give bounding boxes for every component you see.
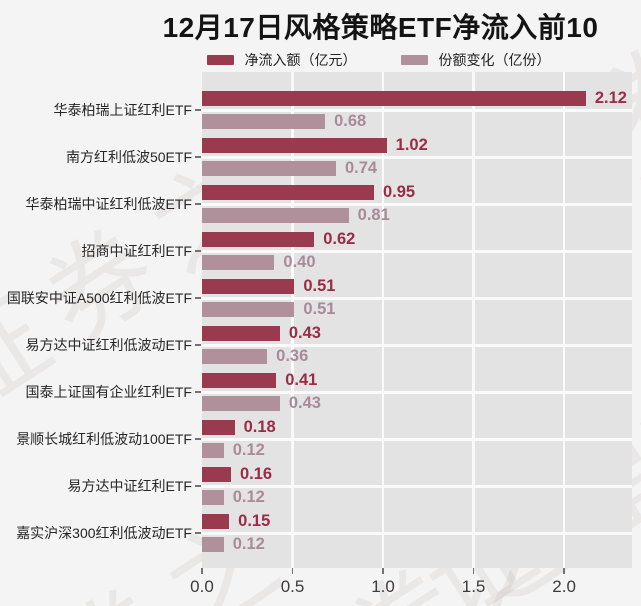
category-label: 华泰柏瑞中证红利低波ETF (25, 196, 192, 212)
value-label-share-change: 0.81 (357, 206, 390, 224)
gridline-x (291, 72, 294, 568)
bar-share-change (202, 396, 280, 411)
category-label: 易方达中证红利ETF (67, 478, 192, 494)
value-label-share-change: 0.40 (283, 253, 316, 271)
bar-net-inflow (202, 373, 277, 388)
value-label-share-change: 0.12 (232, 488, 265, 506)
x-tick (382, 568, 384, 574)
y-tick (195, 109, 201, 111)
value-label-net-inflow: 0.15 (238, 512, 271, 530)
x-tick-label: 0.5 (280, 577, 305, 596)
legend: 净流入额（亿元） 份额变化（亿份） (0, 50, 641, 70)
value-label-share-change: 0.12 (232, 535, 265, 553)
y-tick (195, 438, 201, 440)
value-label-net-inflow: 0.62 (323, 230, 356, 248)
gridline-y (202, 343, 632, 347)
y-tick (195, 391, 201, 393)
gridline-y (202, 531, 632, 535)
category-label: 国泰上证国有企业红利ETF (25, 384, 192, 400)
gridline-x (472, 72, 475, 568)
bar-share-change (202, 208, 349, 223)
value-label-net-inflow: 2.12 (594, 89, 627, 107)
value-label-net-inflow: 0.18 (243, 418, 276, 436)
gridline-y (202, 155, 632, 159)
bar-net-inflow (202, 138, 387, 153)
value-label-share-change: 0.51 (303, 300, 336, 318)
bar-share-change (202, 302, 295, 317)
x-tick-label: 2.0 (552, 577, 576, 596)
x-tick-label: 1.0 (371, 577, 395, 596)
category-label: 国联安中证A500红利低波ETF (6, 290, 192, 306)
legend-item-share-change: 份额变化（亿份） (400, 50, 551, 70)
y-tick (195, 485, 201, 487)
bar-share-change (202, 490, 224, 505)
gridline-y (202, 202, 632, 206)
gridline-y (202, 390, 632, 394)
bar-net-inflow (202, 279, 295, 294)
y-tick (195, 156, 201, 158)
x-tick (201, 568, 203, 574)
value-label-share-change: 0.74 (344, 159, 378, 177)
chart-title: 12月17日风格策略ETF净流入前10 (162, 12, 599, 43)
bar-share-change (202, 443, 224, 458)
value-label-share-change: 0.36 (276, 347, 309, 365)
legend-swatch-net-inflow (206, 55, 234, 65)
bar-share-change (202, 161, 336, 176)
value-label-net-inflow: 1.02 (395, 136, 428, 154)
x-tick-label: 1.5 (461, 577, 486, 596)
value-label-net-inflow: 0.41 (285, 371, 318, 389)
category-label: 南方红利低波50ETF (65, 149, 192, 165)
bar-share-change (202, 255, 275, 270)
gridline-y (202, 484, 632, 488)
bar-net-inflow (202, 420, 235, 435)
gridline-y (202, 108, 632, 112)
gridline-x (562, 72, 566, 568)
value-label-net-inflow: 0.43 (288, 324, 321, 342)
value-label-share-change: 0.43 (288, 394, 321, 412)
bar-share-change (202, 349, 268, 364)
legend-label-share-change: 份额变化（亿份） (438, 52, 551, 68)
x-tick (563, 568, 565, 574)
category-label: 嘉实沪深300红利低波动ETF (16, 525, 192, 541)
value-label-net-inflow: 0.51 (303, 277, 336, 295)
y-tick (195, 250, 201, 252)
legend-item-net-inflow: 净流入额（亿元） (206, 50, 357, 70)
bar-net-inflow (202, 232, 315, 247)
gridline-y (202, 296, 632, 300)
x-tick (472, 568, 475, 574)
gridline-x (381, 72, 385, 568)
bar-net-inflow (202, 326, 280, 341)
gridline-y (202, 249, 632, 253)
legend-swatch-share-change (400, 55, 428, 65)
bar-net-inflow (202, 467, 231, 482)
category-label: 景顺长城红利低波动100ETF (16, 431, 192, 447)
category-label: 易方达中证红利低波动ETF (25, 337, 192, 353)
y-tick (195, 203, 201, 205)
y-tick (195, 344, 201, 346)
bar-net-inflow (202, 514, 230, 529)
plot-area (202, 72, 632, 568)
y-tick (195, 532, 201, 534)
value-label-share-change: 0.12 (232, 441, 265, 459)
value-label-net-inflow: 0.16 (239, 465, 273, 483)
category-label: 华泰柏瑞上证红利ETF (53, 102, 192, 118)
bar-share-change (202, 537, 224, 552)
category-label: 招商中证红利ETF (81, 243, 192, 259)
x-tick (291, 568, 294, 574)
legend-label-net-inflow: 净流入额（亿元） (244, 52, 357, 68)
y-tick (195, 297, 201, 299)
x-tick-label: 0.0 (190, 577, 214, 596)
bar-share-change (202, 114, 326, 129)
gridline-y (202, 437, 632, 441)
value-label-net-inflow: 0.95 (383, 183, 416, 201)
value-label-share-change: 0.68 (334, 112, 367, 130)
bar-net-inflow (202, 185, 374, 200)
bar-net-inflow (202, 91, 586, 106)
